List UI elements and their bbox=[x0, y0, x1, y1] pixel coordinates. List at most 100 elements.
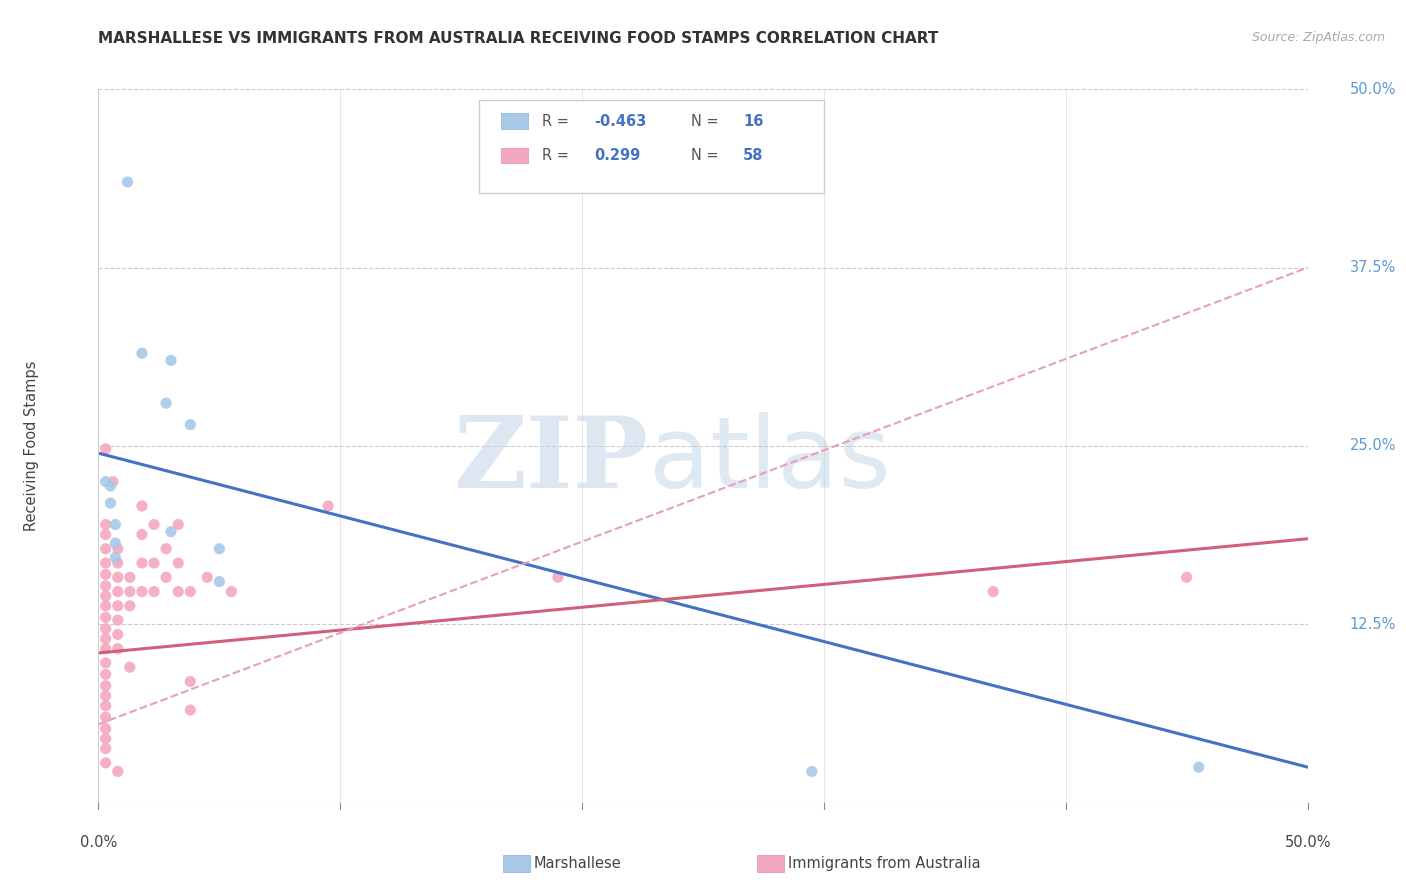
Text: N =: N = bbox=[690, 114, 723, 128]
Point bbox=[94, 517, 117, 532]
Point bbox=[107, 613, 129, 627]
Point bbox=[107, 570, 129, 584]
Point bbox=[131, 499, 153, 513]
Point bbox=[131, 527, 153, 541]
Point bbox=[94, 756, 117, 770]
Text: N =: N = bbox=[690, 148, 723, 163]
Point bbox=[107, 556, 129, 570]
Point bbox=[94, 641, 117, 656]
Point bbox=[107, 627, 129, 641]
Text: Receiving Food Stamps: Receiving Food Stamps bbox=[24, 360, 39, 532]
Text: atlas: atlas bbox=[648, 412, 890, 508]
Text: ZIP: ZIP bbox=[454, 412, 648, 508]
Point bbox=[94, 579, 117, 593]
Point bbox=[143, 556, 166, 570]
Point bbox=[155, 570, 177, 584]
Point bbox=[179, 703, 201, 717]
Text: Marshallese: Marshallese bbox=[534, 856, 621, 871]
Point bbox=[94, 679, 117, 693]
Point bbox=[167, 556, 190, 570]
Point bbox=[94, 541, 117, 556]
Point bbox=[107, 764, 129, 779]
Point bbox=[221, 584, 243, 599]
Point bbox=[160, 524, 183, 539]
Text: 58: 58 bbox=[742, 148, 763, 163]
Point bbox=[94, 689, 117, 703]
Text: R =: R = bbox=[543, 114, 574, 128]
Point bbox=[94, 710, 117, 724]
Point bbox=[160, 353, 183, 368]
Point bbox=[100, 496, 122, 510]
Point bbox=[94, 698, 117, 713]
Text: Immigrants from Australia: Immigrants from Australia bbox=[787, 856, 980, 871]
Text: 50.0%: 50.0% bbox=[1350, 82, 1396, 96]
Text: 0.299: 0.299 bbox=[595, 148, 640, 163]
Text: 25.0%: 25.0% bbox=[1350, 439, 1396, 453]
Point bbox=[118, 599, 141, 613]
Point bbox=[94, 475, 117, 489]
Point bbox=[100, 479, 122, 493]
Text: 50.0%: 50.0% bbox=[1284, 835, 1331, 850]
Point bbox=[131, 556, 153, 570]
Point bbox=[208, 541, 231, 556]
Text: 12.5%: 12.5% bbox=[1350, 617, 1396, 632]
Text: 0.0%: 0.0% bbox=[80, 835, 117, 850]
Point bbox=[167, 584, 190, 599]
Point bbox=[94, 667, 117, 681]
Point bbox=[94, 610, 117, 624]
Point bbox=[104, 536, 127, 550]
Point bbox=[101, 475, 124, 489]
Text: MARSHALLESE VS IMMIGRANTS FROM AUSTRALIA RECEIVING FOOD STAMPS CORRELATION CHART: MARSHALLESE VS IMMIGRANTS FROM AUSTRALIA… bbox=[98, 31, 939, 46]
Point bbox=[94, 527, 117, 541]
Point bbox=[118, 584, 141, 599]
Text: 37.5%: 37.5% bbox=[1350, 260, 1396, 275]
Point bbox=[117, 175, 139, 189]
Point bbox=[131, 584, 153, 599]
Point bbox=[208, 574, 231, 589]
Point bbox=[94, 589, 117, 603]
Point bbox=[94, 567, 117, 582]
Point bbox=[94, 741, 117, 756]
Point bbox=[94, 731, 117, 746]
Point bbox=[107, 584, 129, 599]
Text: 16: 16 bbox=[742, 114, 763, 128]
Point bbox=[94, 442, 117, 456]
Point bbox=[131, 346, 153, 360]
Point bbox=[118, 570, 141, 584]
Point bbox=[981, 584, 1004, 599]
Point bbox=[167, 517, 190, 532]
Point bbox=[155, 396, 177, 410]
Point bbox=[1188, 760, 1211, 774]
Point bbox=[179, 417, 201, 432]
Point bbox=[94, 622, 117, 636]
FancyBboxPatch shape bbox=[479, 100, 824, 193]
Point bbox=[94, 656, 117, 670]
Text: R =: R = bbox=[543, 148, 578, 163]
Point bbox=[94, 556, 117, 570]
Point bbox=[107, 641, 129, 656]
Point bbox=[104, 550, 127, 565]
Point bbox=[316, 499, 339, 513]
Point bbox=[143, 584, 166, 599]
Point bbox=[800, 764, 823, 779]
Point bbox=[118, 660, 141, 674]
Point bbox=[179, 674, 201, 689]
Point bbox=[94, 632, 117, 646]
Point bbox=[143, 517, 166, 532]
Point bbox=[104, 517, 127, 532]
Point bbox=[94, 599, 117, 613]
Point bbox=[179, 584, 201, 599]
FancyBboxPatch shape bbox=[758, 855, 785, 872]
Point bbox=[155, 541, 177, 556]
Text: -0.463: -0.463 bbox=[595, 114, 647, 128]
FancyBboxPatch shape bbox=[501, 148, 527, 163]
Point bbox=[1175, 570, 1198, 584]
FancyBboxPatch shape bbox=[503, 855, 530, 872]
Point bbox=[547, 570, 569, 584]
Point bbox=[107, 599, 129, 613]
Text: Source: ZipAtlas.com: Source: ZipAtlas.com bbox=[1251, 31, 1385, 45]
Point bbox=[195, 570, 218, 584]
Point bbox=[94, 722, 117, 736]
FancyBboxPatch shape bbox=[501, 113, 527, 129]
Point bbox=[107, 541, 129, 556]
